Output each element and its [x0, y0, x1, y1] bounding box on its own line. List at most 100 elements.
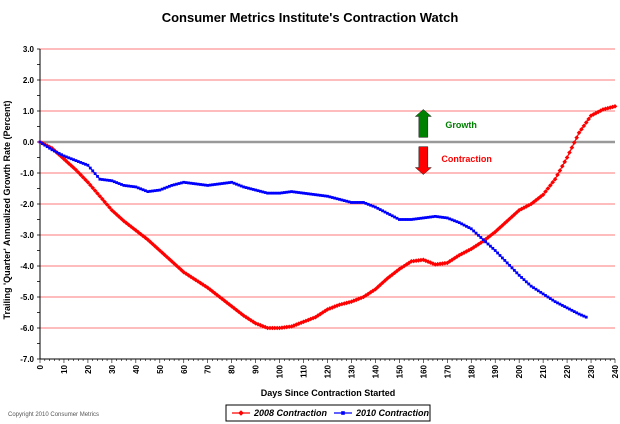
data-point [454, 254, 460, 259]
data-point [443, 216, 447, 220]
data-point [122, 184, 126, 187]
data-point [220, 182, 224, 185]
y-tick-label: 1.0 [23, 107, 35, 116]
data-point [341, 301, 347, 306]
data-point [526, 202, 532, 208]
data-point [99, 196, 105, 202]
data-point [38, 140, 42, 144]
data-point [413, 258, 419, 264]
data-point [133, 228, 139, 233]
data-point [405, 218, 408, 221]
data-point [412, 217, 416, 221]
data-point [558, 302, 562, 306]
data-point [457, 221, 461, 224]
data-point [321, 194, 325, 198]
data-point [206, 184, 210, 187]
legend-marker-2008-contraction [238, 410, 244, 416]
data-point [208, 183, 212, 187]
data-point [579, 126, 584, 132]
chart-title: Consumer Metrics Institute's Contraction… [162, 10, 459, 25]
data-point [172, 183, 176, 187]
data-point [292, 190, 296, 194]
data-point [571, 140, 577, 145]
x-tick-label: 30 [108, 364, 117, 373]
data-point [517, 273, 521, 277]
data-point [50, 148, 54, 152]
data-point [306, 192, 310, 196]
data-point [363, 293, 369, 298]
data-point [223, 181, 226, 185]
x-axis-label: Days Since Contraction Started [261, 388, 396, 398]
data-point [328, 195, 332, 199]
series-2010-contraction [38, 140, 588, 319]
data-point [381, 209, 385, 213]
data-point [266, 191, 270, 195]
legend-label-2008-contraction: 2008 Contraction [253, 408, 328, 418]
data-point [397, 218, 401, 221]
x-tick-label: 240 [611, 364, 620, 378]
data-point [357, 201, 361, 204]
data-point [48, 146, 51, 150]
data-point [155, 246, 160, 251]
data-point [460, 222, 464, 226]
data-point [121, 218, 127, 224]
data-point [100, 178, 104, 181]
data-point [377, 282, 383, 288]
data-point [322, 308, 328, 314]
data-point [284, 324, 290, 330]
x-tick-label: 0 [36, 364, 45, 369]
data-point [248, 317, 254, 323]
data-point [199, 183, 202, 186]
data-point [365, 291, 371, 297]
data-point [452, 255, 457, 261]
x-tick-label: 190 [491, 364, 500, 378]
data-point [383, 210, 387, 214]
data-point [251, 188, 255, 191]
x-tick-label: 180 [467, 364, 476, 378]
data-point [203, 183, 207, 187]
data-point [515, 271, 519, 275]
data-point [267, 325, 273, 331]
data-point [140, 233, 146, 239]
data-point [160, 187, 164, 191]
data-point [176, 265, 182, 271]
data-point [270, 325, 275, 331]
x-tick-label: 80 [228, 364, 237, 373]
data-point [462, 223, 466, 227]
data-point [496, 251, 500, 255]
data-point [551, 298, 555, 302]
data-point [165, 185, 169, 189]
data-point [428, 260, 433, 265]
data-point [329, 305, 335, 310]
data-point [218, 182, 222, 186]
data-point [196, 182, 200, 186]
data-point [339, 301, 345, 307]
y-tick-label: -7.0 [20, 355, 34, 364]
data-point [548, 183, 553, 188]
data-point [232, 181, 236, 185]
data-point [45, 145, 49, 149]
data-point [407, 218, 411, 221]
data-point [536, 196, 541, 201]
data-point [175, 182, 178, 186]
data-point [563, 305, 567, 309]
data-point [148, 189, 152, 193]
data-point [423, 258, 429, 264]
data-point [302, 191, 305, 195]
data-point [273, 191, 277, 195]
data-point [323, 194, 327, 198]
data-point [480, 238, 486, 244]
data-point [533, 197, 539, 203]
data-point [582, 314, 586, 318]
data-point [297, 191, 301, 194]
data-point [581, 123, 587, 129]
data-point [263, 191, 267, 194]
data-point [560, 303, 564, 307]
data-point [532, 286, 535, 290]
data-point [191, 182, 195, 185]
data-point [564, 155, 570, 160]
data-point [239, 184, 243, 188]
data-point [153, 189, 157, 193]
data-point [296, 321, 302, 326]
data-point [369, 203, 373, 207]
